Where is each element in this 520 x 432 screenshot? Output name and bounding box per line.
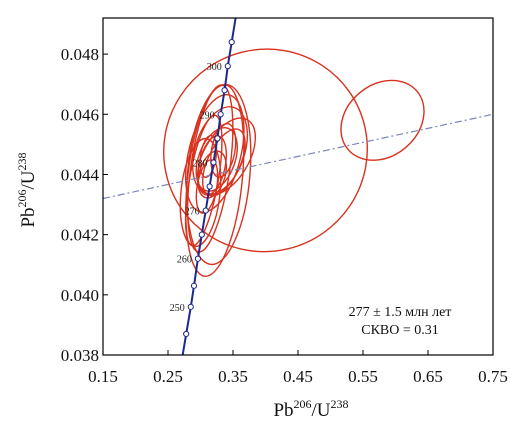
y-axis-title-sup1: 206 [15,189,29,207]
concordia-marker-2 [187,303,194,310]
y-tick-labels: 0.038 0.040 0.042 0.044 0.046 0.048 [61,45,100,365]
concordia-age-label-250: 250 [170,303,185,314]
error-ellipse-12 [197,150,228,199]
concordia-age-label-270: 270 [185,207,200,218]
concordia-marker-13 [228,38,235,46]
concordia-age-label-290: 290 [200,110,215,121]
x-axis-title-base: Pb [273,400,293,421]
x-tick-label: 0.15 [88,367,118,386]
concordia-marker-1 [183,330,190,338]
x-tick-label: 0.25 [153,367,183,386]
marker-layer: 250 260 270 280 290 300 [170,38,235,338]
x-tick-label: 0.35 [218,367,248,386]
concordia-age-label-260: 260 [177,255,192,266]
concordia-marker-11 [221,87,228,94]
x-axis-title-sup2: 238 [331,397,349,411]
error-ellipse-8 [195,159,219,214]
x-tick-label: 0.55 [348,367,378,386]
y-tick-label: 0.044 [61,165,100,184]
concordia-marker-6 [202,207,209,214]
y-axis-title-sup2: 238 [15,152,29,170]
error-ellipse-17 [340,79,425,161]
concordia-marker-10 [217,111,224,118]
concordia-marker-4 [194,255,201,262]
concordia-marker-5 [198,231,205,238]
x-tick-label: 0.75 [478,367,508,386]
axis-layer [102,53,494,356]
x-axis-title-sep: /U [312,400,331,421]
concordia-marker-8 [210,159,217,166]
x-tick-label: 0.45 [283,367,313,386]
x-tick-label: 0.65 [413,367,443,386]
error-ellipse-13 [210,122,237,178]
y-tick-label: 0.040 [61,286,99,305]
concordia-marker-7 [206,183,213,190]
concordia-age-label-300: 300 [207,62,222,73]
plot-area [103,18,493,355]
x-axis-title-sup1: 206 [294,397,312,411]
concordia-age-label-280: 280 [193,158,208,169]
concordia-marker-12 [224,63,231,70]
y-axis-title-base: Pb [18,207,39,227]
error-ellipse-16 [163,48,368,253]
x-axis-title: Pb206/U238 [273,397,348,421]
concordia-marker-9 [214,135,221,142]
annotation-age: 277 ± 1.5 млн лет [349,305,452,320]
y-tick-label: 0.038 [61,346,99,365]
error-ellipse-5 [195,127,238,192]
y-axis-title: Pb206/U238 [15,152,39,227]
annotation-mswd: СКВО = 0.31 [361,323,439,338]
plot-frame [102,17,494,356]
concordia-marker-3 [190,282,198,289]
y-tick-label: 0.046 [61,105,99,124]
regression-line [103,113,493,200]
error-ellipse-14 [199,134,218,178]
y-tick-label: 0.042 [61,226,99,245]
x-tick-labels: 0.15 0.25 0.35 0.45 0.55 0.65 0.75 [88,367,508,386]
y-axis-title-sep: /U [18,170,39,189]
y-tick-label: 0.048 [61,45,99,64]
